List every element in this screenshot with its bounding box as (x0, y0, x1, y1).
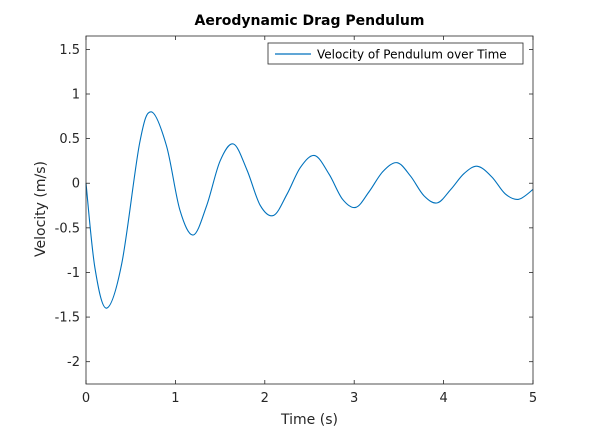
x-tick-label: 5 (529, 391, 537, 406)
x-tick-label: 2 (261, 391, 269, 406)
x-tick-label: 0 (82, 391, 90, 406)
legend-box (267, 42, 524, 65)
x-tick-label: 4 (439, 391, 447, 406)
axes-box (85, 35, 534, 385)
y-tick-label: 1.5 (59, 43, 80, 58)
y-axis-label: Velocity (m/s) (33, 161, 49, 257)
y-tick-label: -2 (67, 355, 80, 370)
x-tick-label: 1 (171, 391, 179, 406)
x-axis-label: Time (s) (280, 412, 338, 428)
plot-area (86, 36, 533, 384)
y-tick-label: -1.5 (55, 311, 80, 326)
y-tick-label: 1 (72, 88, 80, 103)
series-line-0 (85, 111, 534, 309)
y-tick-label: -1 (67, 266, 80, 281)
legend-entry-label: Velocity of Pendulum over Time (317, 48, 507, 62)
y-tick-label: 0 (72, 177, 80, 192)
chart-title: Aerodynamic Drag Pendulum (195, 13, 425, 29)
legend: Velocity of Pendulum over Time (267, 42, 524, 65)
y-tick-label: 0.5 (59, 132, 80, 147)
y-tick-label: -0.5 (55, 221, 80, 236)
x-tick-label: 3 (350, 391, 358, 406)
